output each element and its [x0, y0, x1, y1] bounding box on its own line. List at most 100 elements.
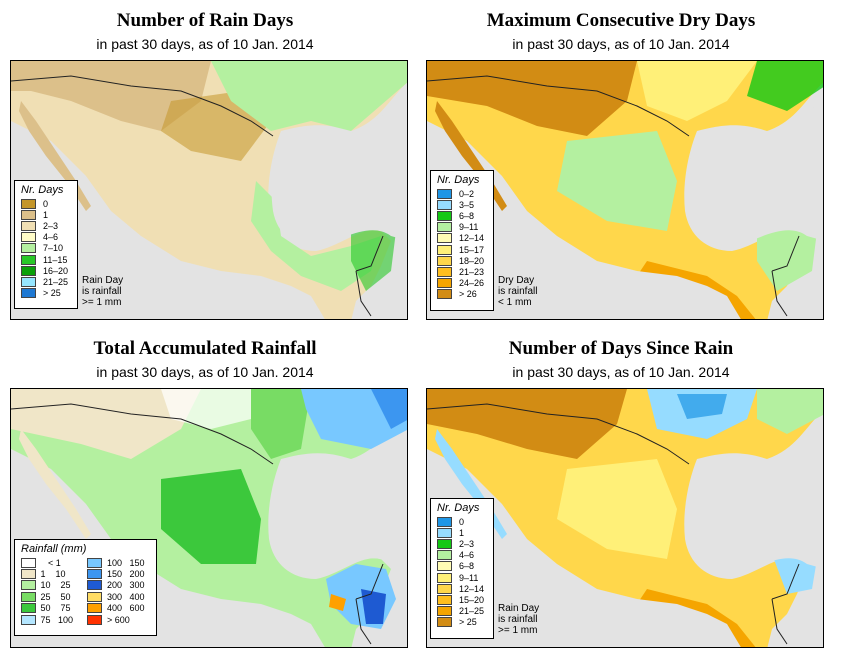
- region-gulf-coast: [251, 181, 381, 291]
- legend-label: 2–3: [459, 538, 475, 549]
- legend-swatch: [21, 580, 36, 591]
- panel-title: Number of Rain Days: [116, 10, 294, 31]
- legend-label: > 26: [459, 289, 477, 300]
- baja-peninsula: [19, 429, 91, 539]
- legend-item: 200 300: [81, 580, 156, 591]
- legend-item: 2–3: [431, 538, 493, 549]
- legend-days-since-rain: Nr. Days 0 1 2–3 4–6 6–8 9–11 12–14 15–2…: [430, 498, 494, 639]
- legend-label: 21–25: [43, 276, 69, 287]
- legend-label: 21–23: [459, 266, 485, 277]
- legend-swatch: [437, 606, 452, 617]
- region-northwest-dry: [11, 389, 201, 459]
- panel-total-rainfall: Total Accumulated Rainfall in past 30 da…: [0, 328, 410, 648]
- map-canvas: [11, 61, 407, 319]
- legend-max-dry-days: Nr. Days 0–2 3–5 6–8 9–11 12–14 15–17 18…: [430, 170, 494, 311]
- legend-label: 100 150: [107, 557, 145, 568]
- legend-swatch: [437, 199, 452, 210]
- legend-item: 4–6: [431, 550, 493, 561]
- legend-item: 3–5: [431, 199, 493, 210]
- legend-swatch: [437, 210, 452, 221]
- legend-swatch: [21, 265, 36, 276]
- legend-swatch: [21, 209, 36, 220]
- legend-label: 0: [459, 516, 465, 527]
- legend-item: > 600: [81, 614, 156, 625]
- region-central-green: [161, 469, 261, 564]
- legend-title: Nr. Days: [21, 184, 64, 196]
- legend-label: 400 600: [107, 603, 145, 614]
- legend-label: 200 300: [107, 580, 145, 591]
- legend-swatch: [21, 591, 36, 602]
- legend-label: 50 75: [40, 603, 71, 614]
- legend-label: 15–17: [459, 244, 485, 255]
- panel-subtitle: in past 30 days, as of 10 Jan. 2014: [96, 36, 314, 52]
- legend-item: 15–20: [431, 594, 493, 605]
- legend-item: < 1: [15, 557, 81, 568]
- pacific-ocean: [427, 449, 741, 647]
- region-central-light: [557, 131, 677, 231]
- legend-item: 15–17: [431, 244, 493, 255]
- legend-swatch: [21, 232, 36, 243]
- legend-label: 9–11: [459, 572, 479, 583]
- legend-swatch: [437, 289, 452, 300]
- legend-label: > 600: [107, 614, 130, 625]
- legend-item: 21–25: [431, 606, 493, 617]
- panel-subtitle: in past 30 days, as of 10 Jan. 2014: [512, 364, 730, 380]
- note-line: is rainfall: [498, 286, 538, 297]
- legend-label: 6–8: [459, 210, 475, 221]
- legend-swatch: [437, 188, 452, 199]
- region-far-east: [757, 389, 823, 434]
- legend-title: Nr. Days: [437, 174, 480, 186]
- map-canvas: [427, 61, 823, 319]
- region-northeast-deep-blue: [677, 394, 727, 419]
- panel-title: Number of Days Since Rain: [508, 338, 734, 359]
- gulf-of-mexico: [687, 102, 823, 249]
- map-max-dry-days: [426, 60, 824, 320]
- legend-swatch: [437, 278, 452, 289]
- legend-label: 25 50: [40, 591, 71, 602]
- note-line: Dry Day: [498, 275, 535, 286]
- legend-item: 6–8: [431, 561, 493, 572]
- region-texas-coast: [371, 389, 407, 429]
- legend-item: 11–15: [15, 254, 77, 265]
- legend-item: 25 50: [15, 591, 81, 602]
- legend-label: 12–14: [459, 233, 485, 244]
- legend-item: 24–26: [431, 278, 493, 289]
- gulf-of-mexico: [687, 430, 823, 577]
- note-line: Rain Day: [498, 603, 540, 614]
- legend-label: 10 25: [40, 580, 71, 591]
- region-north-very-dry: [427, 61, 637, 136]
- legend-swatch: [87, 614, 102, 625]
- legend-item: 1: [431, 527, 493, 538]
- legend-label: 9–11: [459, 222, 479, 233]
- legend-swatch: [21, 276, 36, 287]
- note-line: is rainfall: [82, 286, 122, 297]
- legend-swatch: [437, 538, 452, 549]
- legend-swatch: [21, 569, 36, 580]
- region-far-east-green: [747, 61, 823, 111]
- legend-label: > 25: [459, 617, 477, 628]
- legend-item: 9–11: [431, 572, 493, 583]
- region-tabasco-orange: [329, 594, 346, 611]
- map-rain-days: [10, 60, 408, 320]
- region-northeast: [637, 61, 757, 121]
- legend-label: 12–14: [459, 583, 485, 594]
- legend-total-rainfall: Rainfall (mm) < 1 1 10 10 25 25 50 50 75…: [14, 539, 157, 636]
- legend-label: 4–6: [43, 232, 59, 243]
- legend-item: 9–11: [431, 222, 493, 233]
- legend-item: 7–10: [15, 243, 77, 254]
- gulf-of-mexico: [271, 430, 407, 577]
- region-north-white: [161, 389, 261, 429]
- country-borders: [427, 75, 800, 317]
- legend-swatch: [437, 561, 452, 572]
- legend-item: 300 400: [81, 591, 156, 602]
- legend-swatch: [21, 603, 36, 614]
- legend-item: 10 25: [15, 580, 81, 591]
- panel-title: Maximum Consecutive Dry Days: [486, 10, 756, 31]
- legend-item: 75 100: [15, 614, 81, 625]
- legend-label: 75 100: [40, 614, 74, 625]
- region-central: [557, 459, 677, 559]
- legend-label: 1: [459, 527, 465, 538]
- legend-title: Rainfall (mm): [21, 543, 87, 555]
- legend-label: 7–10: [43, 243, 64, 254]
- legend-label: 4–6: [459, 550, 475, 561]
